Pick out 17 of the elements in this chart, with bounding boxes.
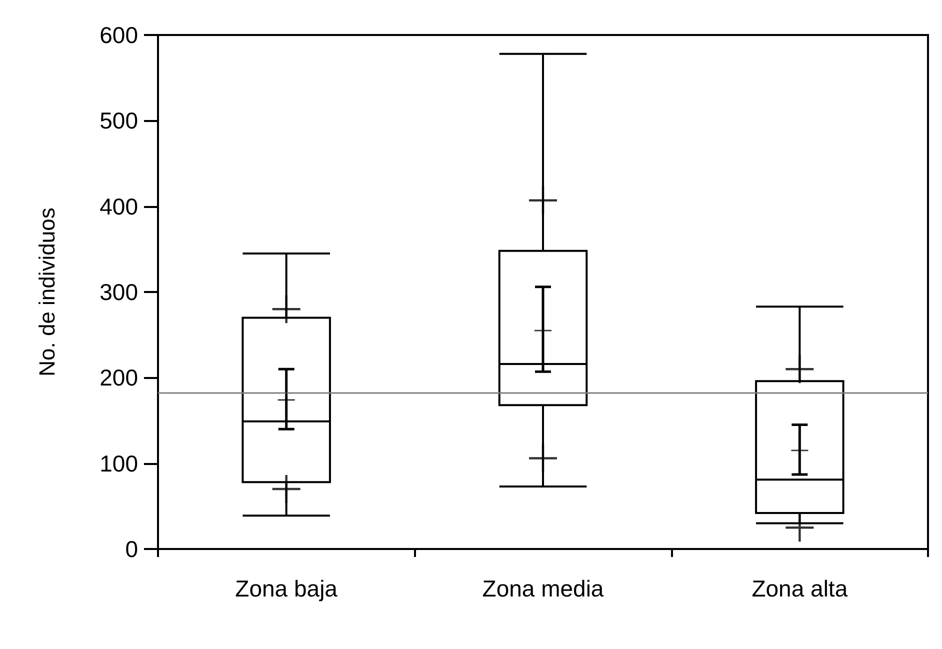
point: [272, 475, 300, 504]
y-tick-label: 0: [125, 536, 138, 562]
x-tick-label: Zona media: [482, 576, 604, 602]
x-tick-label: Zona baja: [235, 576, 338, 602]
point: [529, 186, 557, 214]
y-tick-label: 600: [100, 22, 138, 48]
y-axis-title: No. de individuos: [34, 208, 60, 376]
y-tick-label: 300: [100, 279, 138, 305]
point: [786, 514, 814, 542]
point: [529, 444, 557, 472]
y-tick-label: 100: [100, 450, 138, 476]
y-tick-label: 500: [100, 108, 138, 134]
point: [786, 355, 814, 384]
y-tick-label: 200: [100, 364, 138, 391]
point: [272, 295, 300, 324]
x-tick-label: Zona alta: [752, 576, 848, 602]
y-tick-label: 400: [100, 193, 138, 220]
